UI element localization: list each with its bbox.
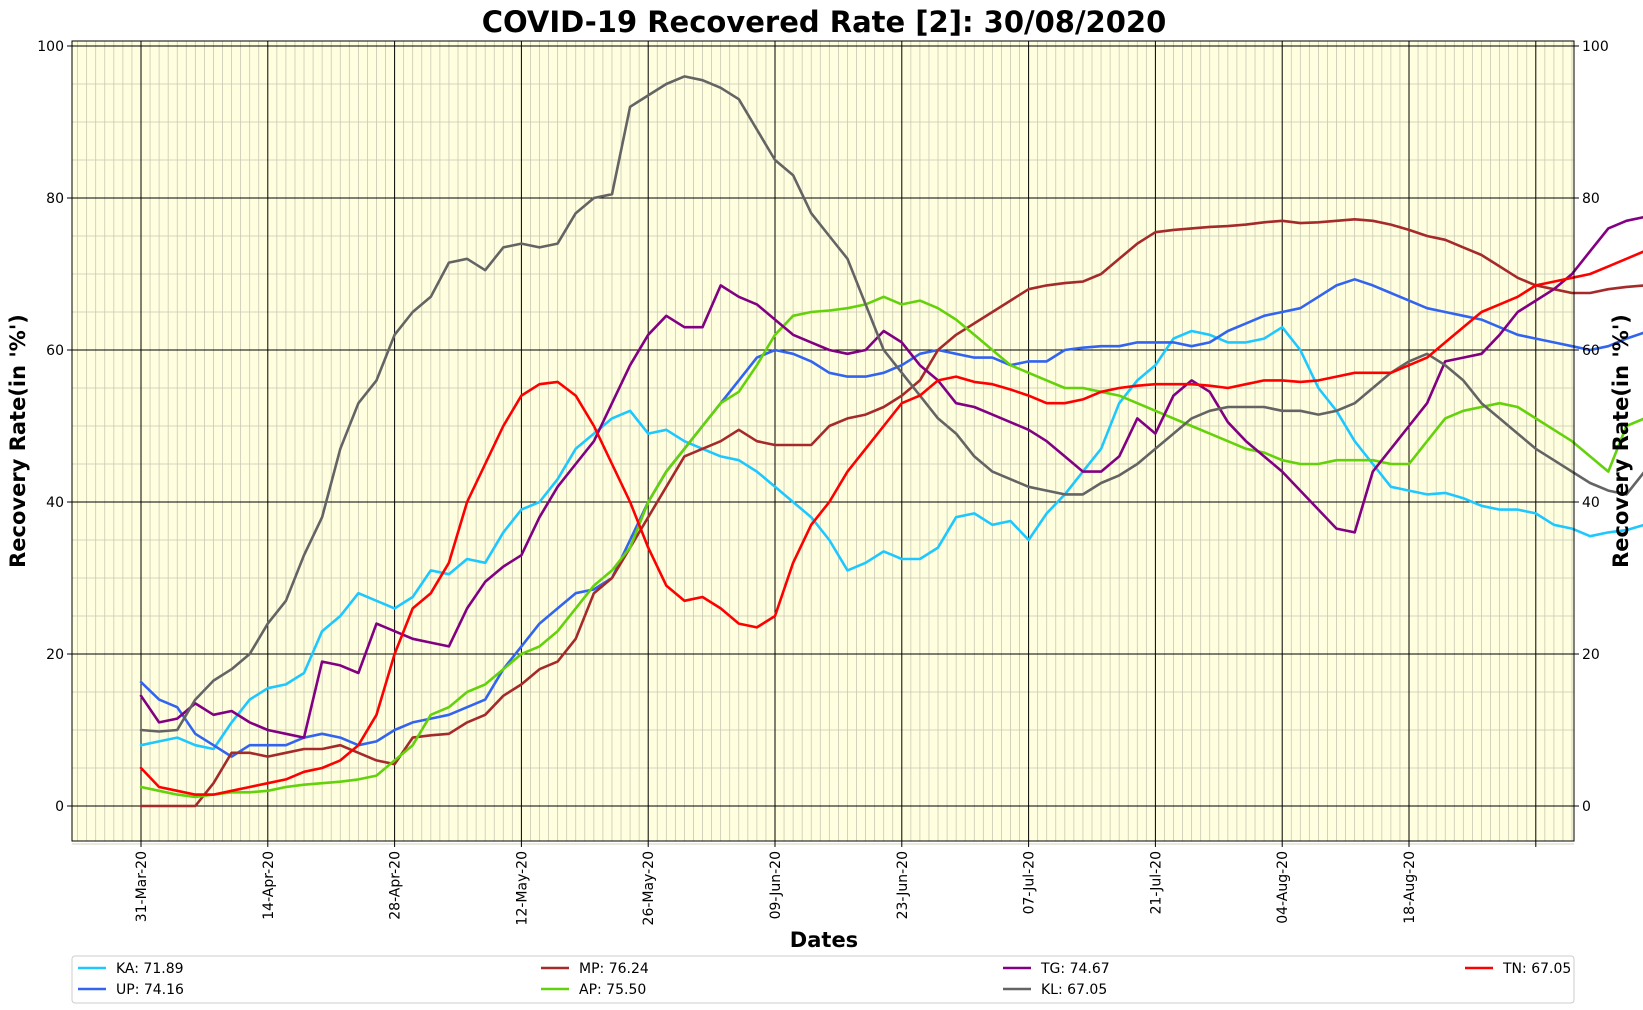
series-line-ap [139, 295, 1643, 799]
legend: KA: 71.89 MP: 76.24 TG: 74.67 TN: 67.05 UP: … [78, 961, 1571, 998]
x-tick-label: 31-Mar-20 [134, 851, 150, 922]
y-tick-label: 20 [46, 647, 64, 663]
y-tick-label-right: 80 [1582, 191, 1600, 207]
plot-frame [71, 40, 1575, 842]
legend-label-ka: KA: 71.89 [116, 961, 184, 977]
series-line-tn [139, 250, 1643, 796]
y-axis-title-right: Recovery Rate(in '%') [1609, 314, 1633, 568]
legend-label-tn: TN: 67.05 [1502, 961, 1571, 977]
legend-label-up: UP: 74.16 [116, 982, 184, 998]
y-tick-label: 0 [55, 799, 64, 815]
y-axis-title-left: Recovery Rate(in '%') [6, 314, 30, 568]
legend-label-tg: TG: 74.67 [1040, 961, 1110, 977]
series-line-kl [139, 75, 1643, 733]
x-axis: 31-Mar-20 14-Apr-20 28-Apr-20 12-May-20 26-M… [134, 841, 1537, 925]
y-tick-label: 80 [46, 191, 64, 207]
x-tick-label: 18-Aug-20 [1402, 851, 1418, 924]
x-tick-label: 12-May-20 [514, 851, 530, 925]
x-tick-label: 21-Jul-20 [1148, 851, 1164, 914]
chart-title: COVID-19 Recovered Rate [2]: 30/08/2020 [482, 5, 1167, 39]
y-tick-label-right: 20 [1582, 647, 1600, 663]
x-axis-title: Dates [790, 928, 858, 952]
y-axis-left: 0 20 40 60 80 100 [37, 39, 72, 815]
series-line-mp [139, 218, 1643, 808]
series-line-tg [139, 215, 1643, 739]
x-tick-label: 04-Aug-20 [1275, 851, 1291, 924]
x-tick-label: 14-Apr-20 [261, 851, 277, 920]
minor-grid [72, 41, 1574, 845]
legend-label-mp: MP: 76.24 [579, 961, 649, 977]
plot-area [72, 41, 1574, 841]
x-tick-label: 28-Apr-20 [388, 851, 404, 920]
y-tick-label-right: 60 [1582, 343, 1600, 359]
legend-box [71, 955, 1575, 1004]
major-grid [72, 41, 1574, 841]
series-line-up [139, 277, 1643, 758]
y-tick-label: 40 [46, 495, 64, 511]
y-tick-label: 60 [46, 343, 64, 359]
x-tick-label: 07-Jul-20 [1022, 851, 1038, 914]
y-tick-label-right: 100 [1582, 39, 1609, 55]
series-layer [139, 75, 1643, 808]
y-tick-label-right: 40 [1582, 495, 1600, 511]
x-tick-label: 09-Jun-20 [768, 851, 784, 919]
y-axis-right: 0 20 40 60 80 100 [1574, 39, 1609, 815]
y-tick-label-right: 0 [1582, 799, 1591, 815]
x-tick-label: 26-May-20 [641, 851, 657, 925]
y-tick-label: 100 [37, 39, 64, 55]
series-line-ka [139, 325, 1643, 751]
legend-label-ap: AP: 75.50 [579, 982, 646, 998]
legend-label-kl: KL: 67.05 [1041, 982, 1107, 998]
x-tick-label: 23-Jun-20 [895, 851, 911, 919]
